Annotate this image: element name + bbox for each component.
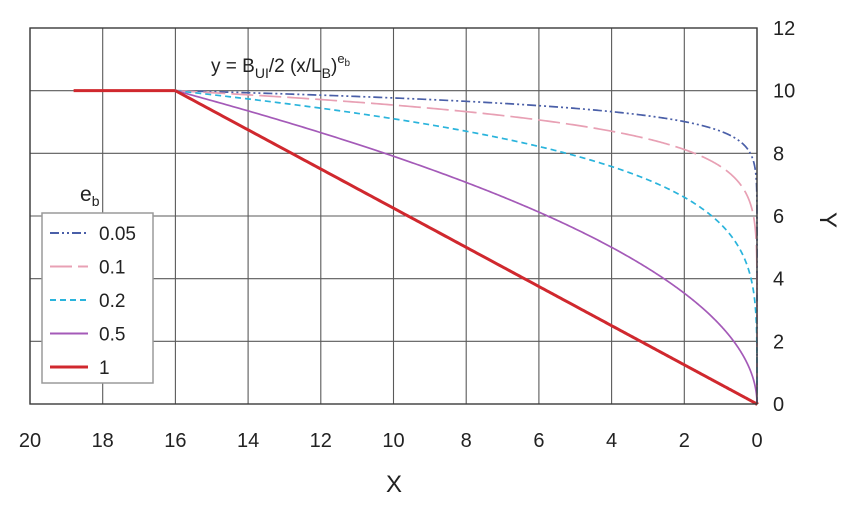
legend-label: 0.05 [99, 224, 136, 245]
formula-sub-b: B [322, 65, 331, 81]
x-tick-label: 12 [310, 430, 332, 452]
formula-mid: /2 (x/L [269, 56, 322, 77]
x-axis-label: X [386, 471, 402, 498]
series-line-0-2 [175, 89, 758, 404]
y-tick-label: 10 [773, 81, 795, 103]
x-tick-label: 14 [237, 430, 259, 452]
x-tick-label: 4 [606, 430, 617, 452]
legend-title-sub: b [92, 193, 100, 209]
y-axis-label: Y [814, 212, 841, 228]
y-tick-label: 2 [773, 331, 784, 353]
x-tick-label: 10 [382, 430, 404, 452]
x-tick-label: 20 [19, 430, 41, 452]
legend: eb 0.05 0.1 0.2 0.5 1 [41, 183, 154, 384]
y-tick-label: 12 [773, 18, 795, 40]
x-tick-label: 6 [533, 430, 544, 452]
legend-title: eb [80, 183, 100, 209]
y-tick-label: 8 [773, 143, 784, 165]
legend-box [41, 212, 154, 384]
legend-entries: 0.05 0.1 0.2 0.5 1 [50, 224, 136, 379]
formula-close: ) [331, 56, 337, 77]
formula-base: y = B [211, 56, 255, 77]
y-tick-label: 0 [773, 394, 784, 416]
x-tick-labels: 20 18 16 14 12 10 8 6 4 2 0 [19, 430, 763, 452]
plot-frame [29, 27, 758, 405]
legend-title-main: e [80, 183, 92, 206]
series-line-0-05 [175, 89, 758, 404]
series-line-0-5 [175, 89, 758, 404]
legend-label: 0.2 [99, 291, 125, 312]
series-line-1 [174, 89, 759, 406]
x-tick-label: 18 [92, 430, 114, 452]
y-tick-labels: 0 2 4 6 8 10 12 [773, 18, 795, 416]
formula-sub-ui: UI [255, 65, 269, 81]
formula-sup-e: e [337, 51, 344, 66]
y-tick-label: 4 [773, 269, 784, 291]
formula-annotation: y = BUI/2 (x/LB)eb [211, 51, 351, 81]
x-tick-label: 2 [679, 430, 690, 452]
legend-label: 0.1 [99, 258, 125, 279]
series-line-0-1 [175, 89, 758, 404]
y-tick-label: 6 [773, 206, 784, 228]
legend-label: 0.5 [99, 325, 125, 346]
series-lines [73, 89, 759, 406]
formula-sup-sub-b: b [345, 58, 351, 69]
legend-label: 1 [99, 358, 110, 379]
x-tick-label: 16 [164, 430, 186, 452]
x-tick-label: 8 [461, 430, 472, 452]
plot-border [29, 27, 758, 405]
x-tick-label: 0 [751, 430, 762, 452]
